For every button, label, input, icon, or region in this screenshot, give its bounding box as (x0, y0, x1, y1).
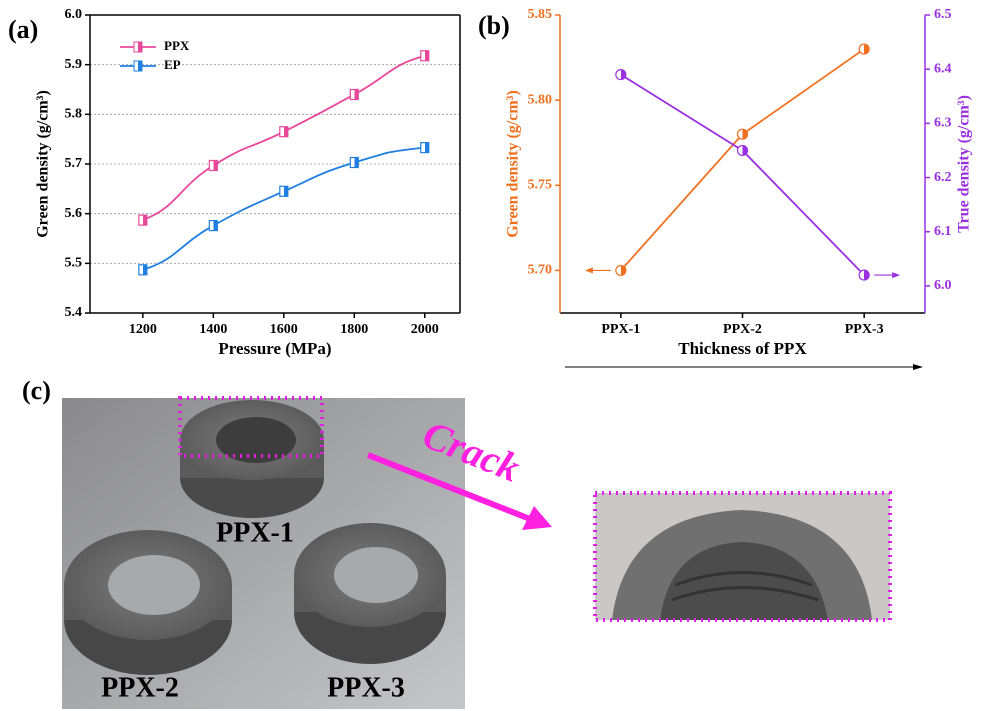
y-tick-label: 5.8 (65, 107, 83, 122)
panel-label: (c) (22, 376, 51, 405)
ring-ppx-1 (180, 400, 324, 518)
marker (859, 270, 869, 280)
marker (859, 44, 869, 54)
marker (139, 265, 147, 275)
marker (209, 221, 217, 231)
y2-tick-label: 6.3 (934, 116, 952, 131)
y-tick-label: 5.4 (65, 305, 83, 320)
x-tick-label: PPX-2 (723, 322, 762, 337)
ring-ppx-2 (64, 530, 232, 675)
marker (280, 127, 288, 137)
y2-tick-label: 6.5 (934, 7, 952, 22)
x-tick-label: 1800 (340, 322, 368, 337)
y-tick-label: 5.80 (528, 92, 553, 107)
y2-axis-label: True density (g/cm³) (956, 95, 973, 233)
axis-arrow-head (892, 272, 900, 278)
y2-tick-label: 6.4 (934, 61, 952, 76)
legend-label: PPX (164, 38, 190, 53)
legend-label: EP (164, 57, 181, 72)
marker (350, 158, 358, 168)
y-tick-label: 5.85 (528, 7, 553, 22)
y2-tick-label: 6.2 (934, 170, 952, 185)
panel-label: (b) (478, 11, 510, 40)
y-tick-label: 5.75 (528, 178, 553, 193)
marker (616, 70, 626, 80)
marker (421, 143, 429, 153)
ring-ppx-3 (294, 523, 446, 664)
y2-tick-label: 6.1 (934, 224, 952, 239)
photo-panel: PPX-1 PPX-2 PPX-3 (c) Crack (22, 376, 890, 709)
x-tick-label: 1600 (270, 322, 298, 337)
x-tick-label: 2000 (411, 322, 439, 337)
y-tick-label: 5.70 (528, 263, 553, 278)
x-tick-label: PPX-3 (845, 322, 884, 337)
y-axis-label: Green density (g/cm³) (35, 90, 52, 238)
y-tick-label: 6.0 (65, 7, 83, 22)
marker (616, 265, 626, 275)
x-tick-label: 1400 (199, 322, 227, 337)
marker (209, 160, 217, 170)
marker (738, 145, 748, 155)
y-tick-label: 5.9 (65, 57, 83, 72)
sample-label: PPX-3 (327, 672, 405, 703)
marker (139, 215, 147, 225)
x-axis-label: Thickness of PPX (678, 339, 807, 358)
x-axis-label: Pressure (MPa) (218, 339, 331, 358)
marker (738, 129, 748, 139)
marker (421, 51, 429, 61)
y-tick-label: 5.6 (65, 206, 83, 221)
figure: PPX-1 PPX-2 PPX-3 (c) Crack (a) 5.4 5.5 5.6… (0, 0, 984, 711)
x-arrow-head (913, 364, 923, 370)
x-tick-label: 1200 (129, 322, 157, 337)
series-line (143, 148, 425, 270)
y-tick-label: 5.7 (65, 156, 83, 171)
panel-label: (a) (8, 15, 38, 44)
legend-marker (134, 61, 142, 71)
axis-arrow-head (585, 267, 593, 273)
legend-marker (134, 42, 142, 52)
marker (280, 186, 288, 196)
sample-label: PPX-1 (216, 517, 294, 548)
y2-tick-label: 6.0 (934, 278, 952, 293)
series-line (621, 75, 864, 275)
zoom-view (595, 493, 890, 620)
y-tick-label: 5.5 (65, 256, 83, 271)
sample-label: PPX-2 (101, 672, 179, 703)
y-axis-label: Green density (g/cm³) (505, 90, 522, 238)
marker (350, 89, 358, 99)
x-tick-label: PPX-1 (601, 322, 640, 337)
